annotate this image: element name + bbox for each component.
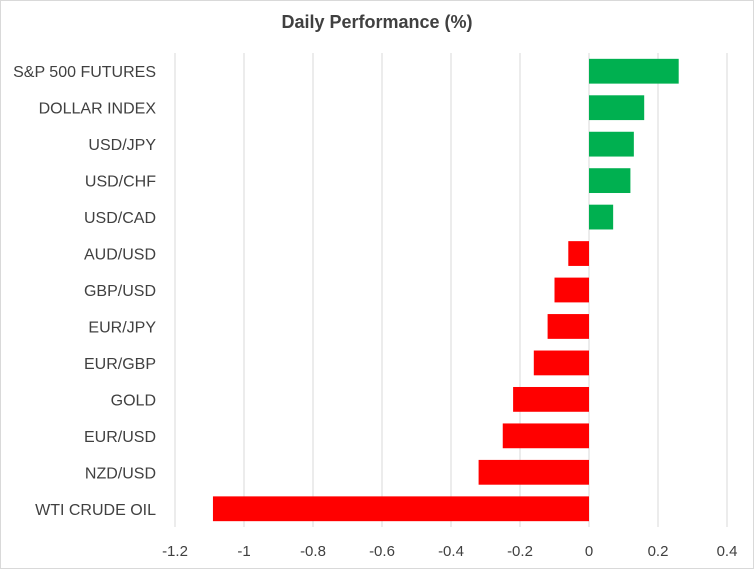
category-label: S&P 500 FUTURES (13, 64, 156, 81)
x-tick-label: -0.8 (300, 543, 326, 560)
category-label: EUR/USD (84, 429, 156, 446)
bar (568, 241, 589, 266)
chart-title: Daily Performance (%) (281, 12, 473, 32)
bar (478, 459, 589, 485)
bar (589, 168, 631, 194)
x-tick-label: -0.4 (438, 543, 464, 560)
category-label: EUR/GBP (84, 356, 156, 373)
category-label: AUD/USD (84, 247, 156, 264)
x-tick-label: 0.2 (648, 543, 669, 560)
x-tick-label: 0.4 (717, 543, 738, 560)
category-label: WTI CRUDE OIL (35, 502, 156, 519)
bar (589, 58, 679, 84)
category-label: USD/JPY (88, 137, 156, 154)
category-label: NZD/USD (85, 465, 156, 482)
bar (554, 277, 589, 303)
bar (502, 423, 589, 449)
bar (589, 95, 645, 121)
bar (589, 131, 634, 157)
x-tick-label: -0.2 (507, 543, 533, 560)
x-tick-label: -0.6 (369, 543, 395, 560)
x-tick-label: 0 (585, 543, 593, 560)
category-label: EUR/JPY (88, 319, 156, 336)
category-label: DOLLAR INDEX (39, 101, 157, 118)
category-label: GBP/USD (84, 283, 156, 300)
bar (547, 314, 589, 339)
category-label: USD/CAD (84, 210, 156, 227)
category-label: USD/CHF (85, 174, 156, 191)
x-tick-label: -1 (237, 543, 250, 560)
bar (589, 204, 614, 230)
bar (212, 496, 589, 522)
bar (513, 386, 589, 412)
category-label: GOLD (111, 392, 156, 409)
bar (533, 350, 589, 376)
x-tick-label: -1.2 (162, 543, 188, 560)
